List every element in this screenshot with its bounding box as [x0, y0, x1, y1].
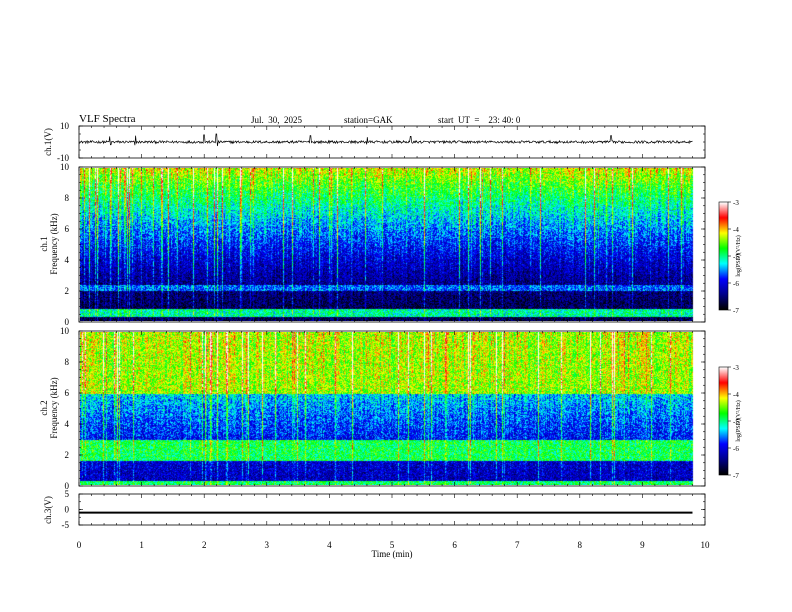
colorbar-tick-label: -5	[733, 418, 739, 426]
header-start-time: start UT = 23: 40: 0	[438, 115, 521, 125]
x-tick-label: 7	[515, 540, 520, 550]
ch3-waveform-ylabel: ch.3(V)	[43, 496, 53, 524]
x-tick-label: 0	[77, 540, 82, 550]
ch2-colorbar-label: log(PSD)(V²/Hz)	[735, 400, 742, 441]
page-title: VLF Spectra	[79, 113, 136, 125]
x-tick-label: 4	[327, 540, 332, 550]
y-tick-label: 2	[65, 450, 70, 460]
ch2-spectrogram-ylabel-a: ch.2	[39, 400, 49, 415]
y-tick-label: 8	[65, 357, 70, 367]
ch2-colorbar	[719, 367, 728, 475]
colorbar-tick-label: -3	[733, 364, 739, 372]
y-tick-label: 6	[65, 388, 70, 398]
colorbar-tick-label: -6	[733, 280, 739, 288]
y-tick-label: -10	[57, 153, 69, 163]
ch2-spectrogram-ylabel-b: Frequency (kHz)	[49, 377, 59, 438]
ch1-colorbar	[719, 202, 728, 310]
x-tick-label: 3	[265, 540, 270, 550]
colorbar-tick-label: -6	[733, 445, 739, 453]
ch1-trace	[79, 133, 693, 147]
colorbar-tick-label: -7	[733, 307, 739, 315]
x-tick-label: 10	[701, 540, 711, 550]
header-station: station=GAK	[344, 115, 393, 125]
ch2-spectrogram-image	[80, 332, 704, 485]
x-tick-label: 6	[452, 540, 457, 550]
colorbar-tick-label: -5	[733, 253, 739, 261]
y-tick-label: 10	[60, 162, 70, 172]
y-tick-label: 10	[60, 326, 70, 336]
x-tick-label: 2	[202, 540, 207, 550]
ch1-spectrogram-image	[80, 168, 704, 321]
x-axis-label: Time (min)	[372, 549, 413, 559]
y-tick-label: 5	[65, 489, 70, 499]
x-tick-label: 9	[640, 540, 645, 550]
ch3-waveform-frame	[78, 493, 706, 526]
axis-ticks: 0 1 2 3 4 5 6 7 8 9 1010-100246810024681050-5-3-4-…	[57, 121, 739, 550]
colorbar-tick-label: -3	[733, 199, 739, 207]
ch1-colorbar-label: log(PSD)(V²/Hz)	[735, 235, 742, 276]
y-tick-label: 4	[65, 419, 70, 429]
y-tick-label: -5	[62, 520, 70, 530]
y-tick-label: 0	[65, 505, 70, 515]
y-tick-label: 0	[65, 481, 70, 491]
colorbar-tick-label: -4	[733, 226, 739, 234]
y-tick-label: 6	[65, 224, 70, 234]
colorbar-tick-label: -7	[733, 472, 739, 480]
ch1-spectrogram-ylabel-a: ch.1	[39, 236, 49, 251]
colorbar-tick-label: -4	[733, 391, 739, 399]
y-tick-label: 8	[65, 193, 70, 203]
x-tick-label: 1	[139, 540, 144, 550]
y-tick-label: 2	[65, 286, 70, 296]
y-tick-label: 0	[65, 317, 70, 327]
x-tick-label: 8	[578, 540, 583, 550]
y-tick-label: 10	[60, 121, 70, 131]
x-tick-label: 5	[390, 540, 395, 550]
header-date: Jul. 30, 2025	[251, 115, 303, 125]
ch1-waveform-ylabel: ch.1(V)	[43, 128, 53, 156]
y-tick-label: 4	[65, 255, 70, 265]
ch1-spectrogram-ylabel-b: Frequency (kHz)	[49, 213, 59, 274]
